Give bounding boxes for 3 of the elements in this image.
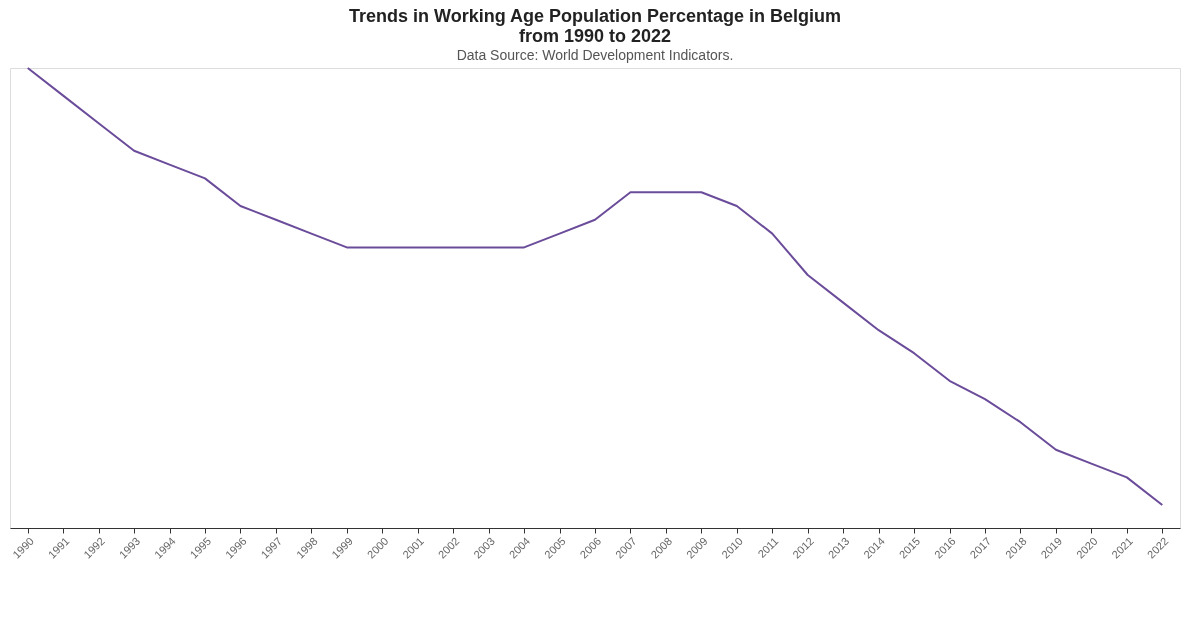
chart-subtitle: from 1990 to 2022 xyxy=(518,26,672,46)
source-note: Data Source: World Development Indicators. xyxy=(456,47,734,63)
chart-title: Trends in Working Age Population Percentage in Belgium xyxy=(348,6,842,26)
